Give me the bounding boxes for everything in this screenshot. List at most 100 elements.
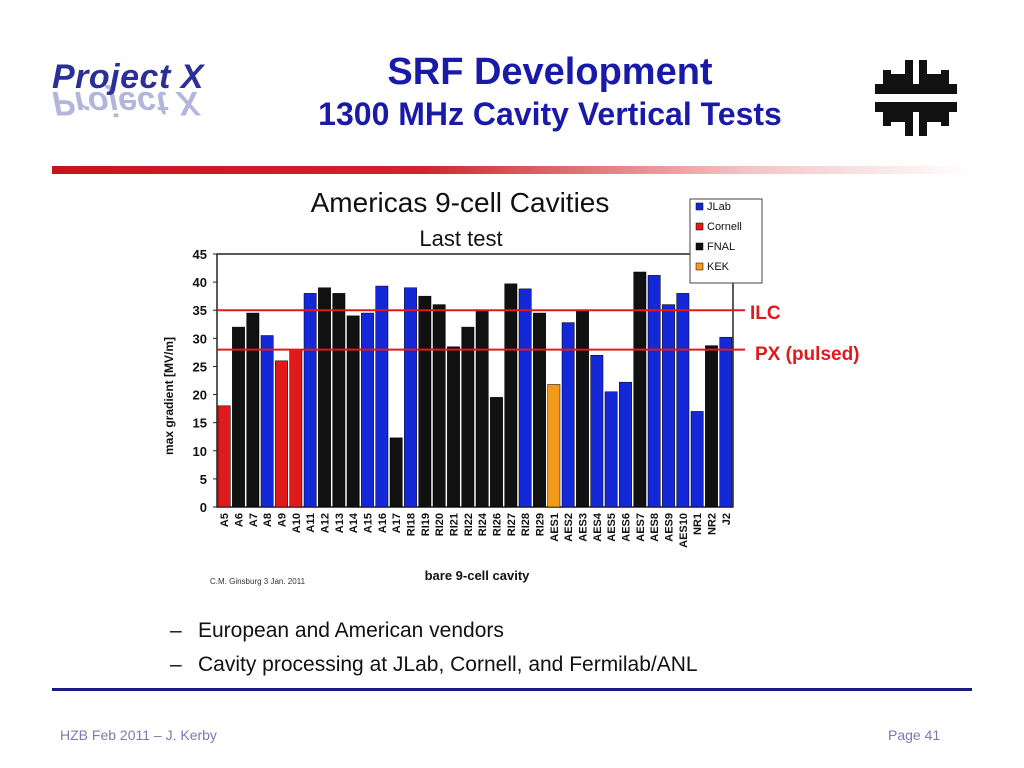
plot-area: [216, 253, 734, 508]
bar-AES4: [590, 354, 604, 508]
x-axis-label: bare 9-cell cavity: [425, 568, 531, 583]
y-tick-label: 45: [193, 247, 207, 262]
x-tick-label: AES2: [563, 513, 575, 542]
bar-A14: [346, 315, 360, 508]
y-axis-ticks: 0 5 10 15 20 25 30 35 40 45: [193, 247, 217, 515]
bar-AES3: [576, 309, 589, 508]
legend-label: FNAL: [707, 241, 735, 253]
x-tick-label: A16: [377, 513, 389, 533]
y-tick-label: 40: [193, 275, 207, 290]
chart-legend: JLab Cornell FNAL KEK: [689, 198, 763, 284]
bar-AES1: [547, 384, 561, 508]
fermilab-logo-icon: [875, 60, 957, 136]
y-tick-label: 25: [193, 359, 207, 374]
chart-subtitle: Last test: [419, 226, 502, 251]
bar-RI21: [447, 346, 460, 508]
y-tick-label: 15: [193, 416, 207, 431]
x-axis-ticks: A5 A6 A7 A8 A9 A10 A11 A12 A13 A14 A15 A16 A17 RI18 RI…: [219, 512, 733, 548]
x-tick-label: A6: [234, 513, 246, 527]
bar-AES10: [676, 293, 690, 508]
x-tick-label: RI18: [406, 513, 418, 536]
bar-RI26: [490, 397, 503, 508]
bar-RI19: [418, 295, 432, 508]
x-tick-label: A15: [363, 513, 375, 533]
x-tick-label: RI28: [520, 513, 532, 536]
x-tick-label: A8: [262, 513, 274, 527]
bar-A11: [303, 293, 317, 508]
bar-RI28: [518, 288, 532, 508]
bullet-text: European and American vendors: [198, 619, 504, 642]
x-tick-label: RI27: [506, 513, 518, 536]
reference-line-label: PX (pulsed): [755, 344, 860, 365]
legend-label: JLab: [707, 201, 731, 213]
bar-J2: [719, 336, 733, 508]
y-tick-label: 10: [193, 444, 207, 459]
legend-label: KEK: [707, 261, 730, 273]
slide-subtitle: 1300 MHz Cavity Vertical Tests: [318, 96, 782, 132]
project-x-logo: Project X Project X: [52, 58, 242, 138]
bar-A15: [361, 312, 374, 508]
y-tick-label: 0: [200, 500, 207, 515]
bullet-list: – European and American vendors – Cavity p…: [170, 616, 698, 684]
bar-NR2: [705, 345, 718, 508]
bar-A10: [289, 349, 303, 508]
x-tick-label: A5: [219, 513, 231, 527]
bullet-item: – European and American vendors: [170, 616, 698, 650]
x-tick-label: A17: [391, 513, 403, 533]
y-tick-label: 5: [200, 472, 207, 487]
legend-swatch: [695, 222, 704, 231]
x-tick-label: AES10: [678, 513, 690, 548]
bar-AES6: [619, 381, 632, 508]
bar-AES2: [561, 322, 575, 508]
x-tick-label: A12: [320, 513, 332, 533]
x-tick-label: AES4: [592, 512, 604, 542]
bar-AES8: [647, 275, 661, 508]
reference-line-label: ILC: [750, 303, 781, 324]
x-tick-label: A14: [348, 512, 360, 533]
x-tick-label: A11: [305, 513, 317, 533]
y-tick-label: 35: [193, 303, 207, 318]
bar-A7: [246, 312, 260, 508]
x-tick-label: RI29: [535, 513, 547, 536]
bullet-text: Cavity processing at JLab, Cornell, and …: [198, 653, 698, 676]
header-divider: [52, 166, 972, 174]
x-tick-label: AES7: [635, 513, 647, 542]
chart-credit: C.M. Ginsburg 3 Jan. 2011: [210, 577, 306, 586]
legend-swatch: [695, 242, 704, 251]
footer-author: HZB Feb 2011 – J. Kerby: [60, 727, 217, 743]
legend-label: Cornell: [707, 221, 742, 233]
x-tick-label: AES6: [621, 513, 633, 542]
bar-AES7: [633, 271, 647, 508]
slide-title-block: SRF Development 1300 MHz Cavity Vertical…: [250, 50, 850, 134]
bars: [217, 271, 733, 508]
bar-A6: [232, 326, 245, 508]
bar-A5: [217, 405, 231, 508]
legend-swatch: [695, 262, 704, 271]
y-tick-label: 20: [193, 388, 207, 403]
bar-A9: [275, 360, 288, 508]
slide-title: SRF Development: [387, 51, 713, 93]
bullet-marker: –: [170, 653, 182, 676]
bar-A16: [375, 285, 389, 508]
plot-frame: [216, 253, 734, 508]
x-tick-label: RI19: [420, 513, 432, 536]
x-tick-label: AES5: [606, 513, 618, 542]
bar-A12: [318, 287, 331, 508]
x-tick-label: AES9: [664, 513, 676, 542]
x-tick-label: RI24: [477, 512, 489, 536]
x-tick-label: NR1: [692, 513, 704, 535]
bar-RI22: [461, 326, 475, 508]
x-tick-label: AES8: [649, 513, 661, 542]
reference-lines: ILC PX (pulsed): [217, 303, 860, 365]
x-tick-label: RI26: [492, 513, 504, 536]
logo-reflection: Project X: [52, 84, 200, 122]
x-tick-label: J2: [721, 513, 733, 525]
x-tick-label: A9: [277, 513, 289, 527]
x-tick-label: AES1: [549, 513, 561, 542]
x-tick-label: RI21: [449, 513, 461, 536]
x-tick-label: AES3: [578, 513, 590, 542]
bar-NR1: [690, 411, 704, 508]
legend-swatch: [695, 202, 704, 211]
x-tick-label: A7: [248, 513, 260, 527]
bar-AES5: [604, 391, 618, 508]
